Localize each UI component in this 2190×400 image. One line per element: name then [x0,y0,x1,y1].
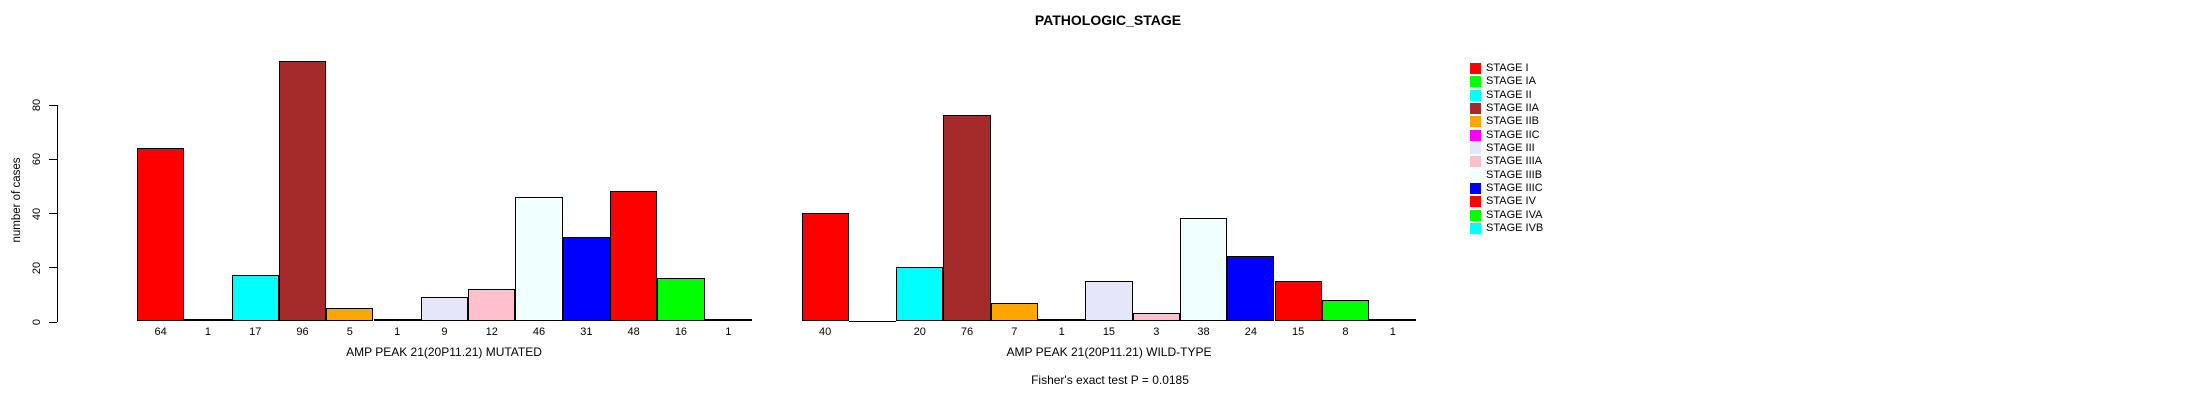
bar-value-label: 1 [725,326,732,338]
legend-label: STAGE IIB [1486,115,1539,128]
bar [610,191,658,322]
bar-value-label: 20 [913,326,926,338]
legend-label: STAGE IVB [1486,222,1544,235]
y-tick-mark [49,104,57,106]
bar-value-label: 48 [627,326,640,338]
legend-swatch [1470,209,1481,221]
bar-value-label: 1 [1389,326,1396,338]
bar [184,318,232,322]
bar [1227,256,1275,322]
bar-value-label: 12 [485,326,498,338]
bar-value-label: 24 [1244,326,1257,338]
y-axis-line [57,104,58,323]
legend-label: STAGE IIIA [1486,155,1543,168]
bar-value-label: 46 [532,326,546,338]
legend-swatch [1470,169,1481,181]
legend-swatch [1470,116,1481,128]
legend-swatch [1470,63,1481,74]
legend-swatch [1470,223,1481,235]
legend-swatch [1470,129,1481,141]
bar [657,278,705,322]
fisher-test-caption: Fisher's exact test P = 0.0185 [1031,373,1189,387]
bar-value-label: 96 [296,326,309,338]
bar-value-label: 1 [394,326,401,338]
bar-value-label: 38 [1197,326,1210,338]
bar-value-label: 3 [1153,326,1160,338]
bar [231,275,279,322]
bar [1369,318,1417,322]
bar-value-label: 76 [960,326,974,338]
bar [326,307,374,322]
legend-label: STAGE III [1486,142,1535,155]
bar [990,302,1038,322]
legend-label: STAGE II [1486,88,1532,101]
bar [1321,299,1370,322]
legend-swatch [1470,143,1481,155]
bar-value-label: 64 [154,326,167,338]
bar [1085,280,1133,322]
legend-swatch [1470,183,1481,195]
legend-swatch [1470,103,1481,115]
bar-zero [848,320,897,322]
legend-label: STAGE IVA [1486,208,1543,221]
legend-label: STAGE IIC [1486,128,1540,141]
legend-swatch [1470,196,1481,208]
bar [1274,280,1322,322]
bar-value-label: 5 [346,326,353,338]
bar-value-label: 17 [249,326,262,338]
bar [943,115,991,322]
bar [373,318,421,322]
bar-value-label: 7 [1011,326,1018,338]
legend-label: STAGE IIA [1486,102,1539,115]
bar [896,267,944,322]
legend-label: STAGE IA [1486,75,1536,88]
chart-title: PATHOLOGIC_STAGE [1034,12,1182,28]
bar-value-label: 40 [819,326,832,338]
x-group-label-wildtype: AMP PEAK 21(20P11.21) WILD-TYPE [1006,345,1212,359]
legend-swatch [1470,156,1481,168]
bar-value-label: 1 [204,326,211,338]
y-tick-mark [49,267,57,269]
bar [137,147,185,322]
bar-value-label: 15 [1292,326,1305,338]
legend-label: STAGE IIIB [1486,168,1543,181]
bar-value-label: 16 [674,326,688,338]
bar-value-label: 8 [1342,326,1349,338]
y-tick-mark [49,321,57,323]
bar [1132,313,1180,322]
bar-value-label: 31 [580,326,593,338]
bar-value-label: 1 [1058,326,1065,338]
bar [1038,318,1086,322]
legend-label: STAGE IIIC [1486,182,1543,195]
bar [468,288,516,322]
bar-value-label: 15 [1102,326,1116,338]
bar-value-label: 9 [441,326,448,338]
y-tick-mark [49,213,57,215]
y-tick-mark [49,158,57,160]
bar [515,196,563,322]
legend-label: STAGE IV [1486,195,1536,208]
legend-swatch [1470,76,1481,88]
bar [278,61,327,322]
legend-label: STAGE I [1486,62,1529,74]
legend-swatch [1470,89,1481,101]
x-group-label-mutated: AMP PEAK 21(20P11.21) MUTATED [346,345,542,359]
bar [562,237,610,322]
bar [1179,218,1228,322]
bar [704,318,752,322]
bar [420,297,469,322]
bar [801,213,849,322]
